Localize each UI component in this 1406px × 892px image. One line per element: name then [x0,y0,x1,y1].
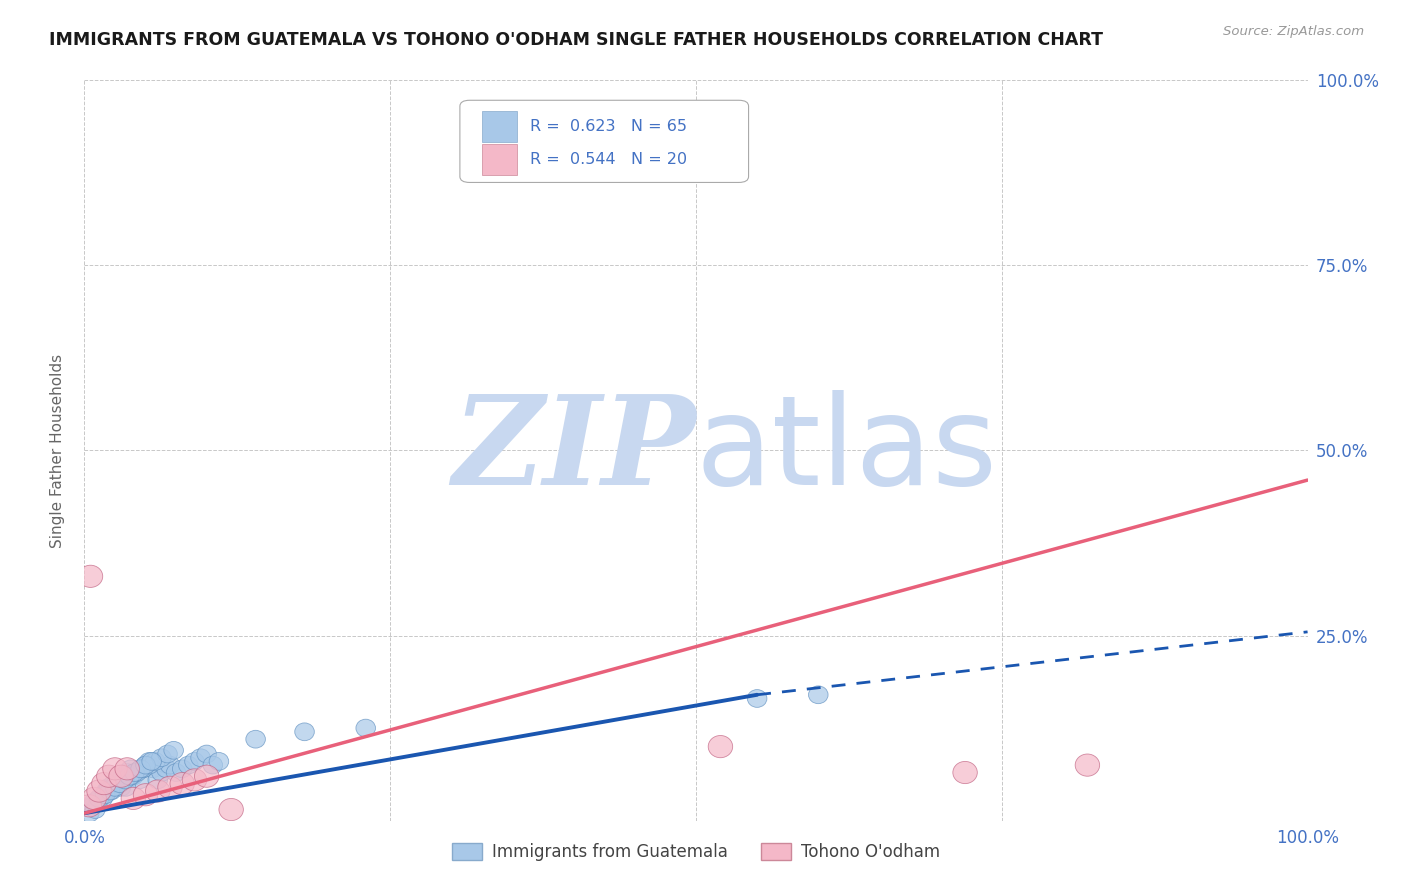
Ellipse shape [105,779,125,797]
Ellipse shape [295,723,315,740]
Ellipse shape [134,760,153,778]
Ellipse shape [82,788,107,810]
Ellipse shape [93,789,112,807]
Text: ZIP: ZIP [453,390,696,511]
Ellipse shape [197,745,217,763]
Ellipse shape [108,765,134,788]
Ellipse shape [170,772,194,795]
Ellipse shape [83,797,103,814]
Ellipse shape [152,748,172,766]
Ellipse shape [121,767,141,785]
Ellipse shape [191,748,211,766]
Ellipse shape [97,782,117,800]
Ellipse shape [748,690,766,707]
Legend: Immigrants from Guatemala, Tohono O'odham: Immigrants from Guatemala, Tohono O'odha… [446,837,946,868]
FancyBboxPatch shape [482,112,517,143]
Y-axis label: Single Father Households: Single Father Households [51,353,65,548]
Text: IMMIGRANTS FROM GUATEMALA VS TOHONO O'ODHAM SINGLE FATHER HOUSEHOLDS CORRELATION: IMMIGRANTS FROM GUATEMALA VS TOHONO O'OD… [49,31,1104,49]
Ellipse shape [194,765,219,788]
Ellipse shape [127,764,146,781]
Text: R =  0.544   N = 20: R = 0.544 N = 20 [530,152,686,167]
Ellipse shape [115,771,135,789]
Ellipse shape [103,779,122,797]
Ellipse shape [111,779,131,797]
Ellipse shape [219,798,243,821]
Ellipse shape [121,788,146,810]
Ellipse shape [91,772,117,795]
Ellipse shape [129,771,149,789]
Text: atlas: atlas [696,390,998,511]
Ellipse shape [148,771,167,789]
Ellipse shape [134,760,153,778]
Ellipse shape [127,764,146,781]
Ellipse shape [179,756,198,774]
Ellipse shape [107,775,127,792]
Ellipse shape [100,782,120,800]
Ellipse shape [77,795,101,817]
FancyBboxPatch shape [460,100,748,183]
Text: R =  0.623   N = 65: R = 0.623 N = 65 [530,120,686,135]
Ellipse shape [139,753,159,771]
Ellipse shape [173,760,193,778]
Ellipse shape [104,775,124,792]
Ellipse shape [86,801,105,819]
Ellipse shape [97,765,121,788]
Ellipse shape [156,760,176,778]
Ellipse shape [117,764,136,781]
Ellipse shape [121,760,141,778]
Ellipse shape [120,767,139,785]
Ellipse shape [101,782,121,800]
Ellipse shape [131,760,150,778]
FancyBboxPatch shape [482,144,517,175]
Ellipse shape [89,793,108,811]
Ellipse shape [117,779,136,797]
Ellipse shape [103,757,127,780]
Ellipse shape [110,775,129,792]
Ellipse shape [89,789,108,807]
Ellipse shape [209,753,229,771]
Ellipse shape [136,756,155,774]
Ellipse shape [90,789,110,807]
Ellipse shape [96,786,115,804]
Ellipse shape [94,786,114,804]
Ellipse shape [166,764,186,781]
Ellipse shape [184,753,204,771]
Ellipse shape [709,736,733,757]
Ellipse shape [98,779,118,797]
Ellipse shape [134,784,157,805]
Ellipse shape [80,805,98,822]
Ellipse shape [87,780,111,802]
Ellipse shape [1076,754,1099,776]
Ellipse shape [136,756,155,774]
Ellipse shape [183,769,207,791]
Ellipse shape [146,753,165,771]
Ellipse shape [84,793,104,811]
Ellipse shape [79,566,103,588]
Ellipse shape [953,762,977,784]
Ellipse shape [98,782,117,800]
Ellipse shape [202,756,222,774]
Ellipse shape [125,764,145,781]
Ellipse shape [246,731,266,748]
Ellipse shape [108,771,127,789]
Ellipse shape [157,776,183,798]
Text: Source: ZipAtlas.com: Source: ZipAtlas.com [1223,25,1364,38]
Ellipse shape [165,741,183,759]
Ellipse shape [124,767,143,785]
Ellipse shape [146,780,170,802]
Ellipse shape [160,756,180,774]
Ellipse shape [115,757,139,780]
Ellipse shape [157,745,177,763]
Ellipse shape [142,753,162,771]
Ellipse shape [114,767,134,785]
Ellipse shape [152,764,172,781]
Ellipse shape [143,760,163,778]
Ellipse shape [111,771,131,789]
Ellipse shape [356,719,375,737]
Ellipse shape [808,686,828,704]
Ellipse shape [139,756,159,774]
